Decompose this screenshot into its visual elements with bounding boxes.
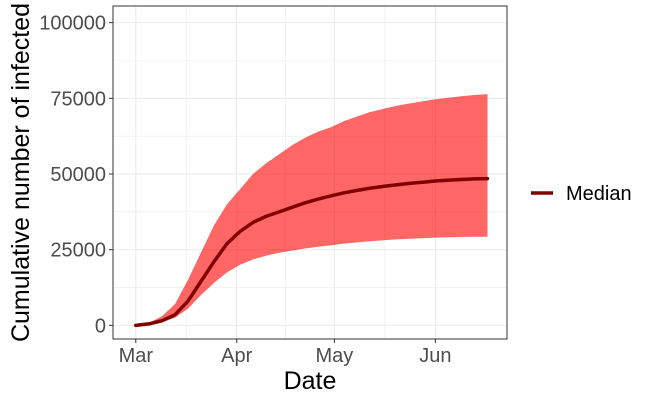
x-axis-ticks: Mar Apr May Jun [119,339,451,367]
y-tick-label: 100000 [39,13,106,35]
legend: Median [531,183,632,205]
confidence-band [135,94,488,326]
y-axis-title: Cumulative number of infected [7,3,35,342]
median-line [134,176,490,328]
y-tick-label: 0 [95,315,106,337]
legend-label-median: Median [566,183,632,205]
y-tick-label: 25000 [50,240,106,262]
y-axis-ticks: 0 25000 50000 75000 100000 [39,13,113,337]
x-tick-label: May [316,345,354,367]
x-tick-label: Mar [119,345,154,367]
y-tick-label: 75000 [50,88,106,110]
panel-border [112,5,508,340]
x-tick-label: Apr [221,345,252,367]
y-tick-label: 50000 [50,164,106,186]
x-tick-label: Jun [419,345,451,367]
x-axis-title: Date [284,367,337,395]
